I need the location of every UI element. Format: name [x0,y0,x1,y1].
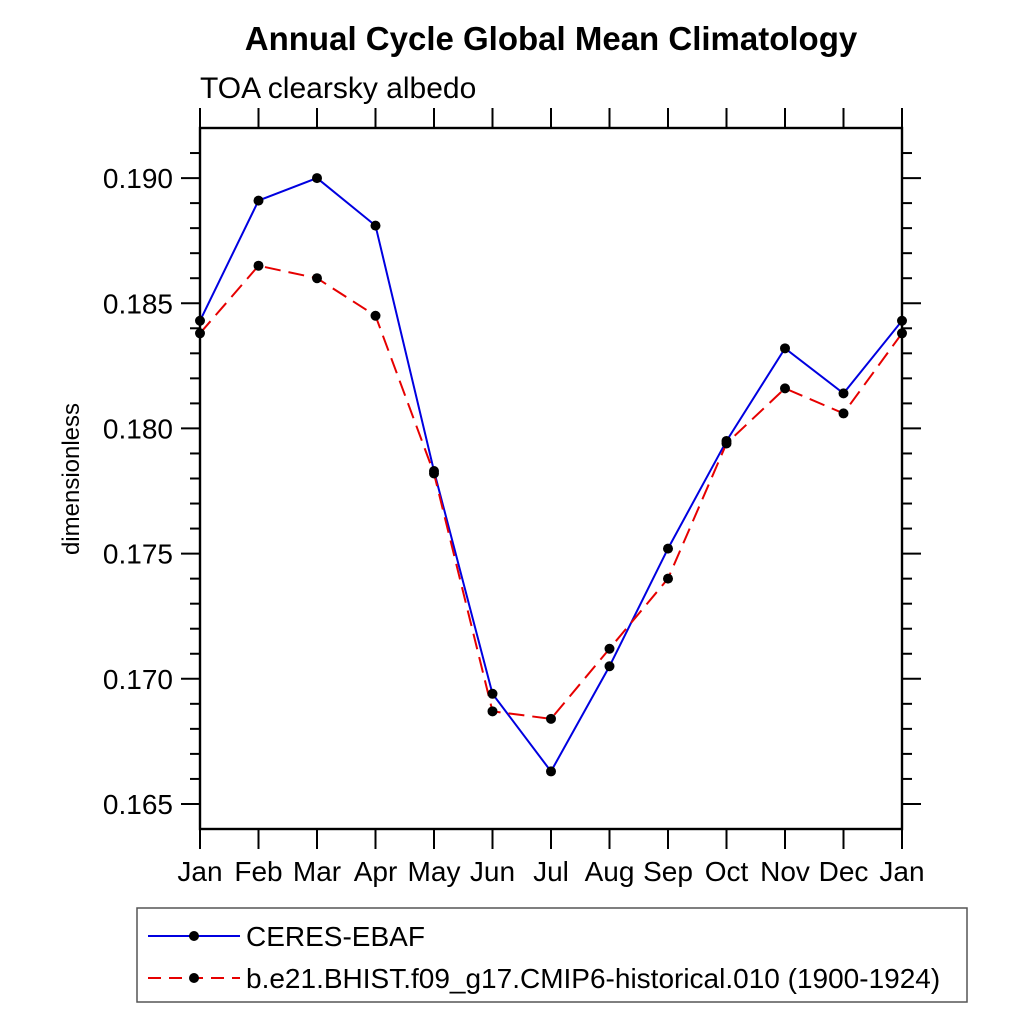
x-tick-label: Jun [470,856,515,887]
data-point-marker [780,343,790,354]
data-point-marker [546,713,556,724]
x-tick-label: Jan [177,856,222,887]
x-tick-label: Feb [234,856,282,887]
legend-label: CERES-EBAF [246,921,425,952]
x-tick-label: Oct [705,856,749,887]
data-point-marker [780,383,790,394]
x-tick-label: Nov [760,856,810,887]
data-point-marker [253,195,264,206]
y-tick-label: 0.175 [103,539,173,570]
legend-box [136,907,968,1003]
data-point-marker [487,688,498,699]
x-tick-label: Mar [293,856,341,887]
y-tick-label: 0.170 [103,664,173,695]
data-point-marker [195,328,205,339]
data-point-marker [663,543,673,554]
x-tick-label: May [408,856,461,887]
data-point-marker [546,766,556,777]
data-point-marker [721,438,732,449]
chart-subtitle: TOA clearsky albedo [200,72,477,105]
legend-label: b.e21.BHIST.f09_g17.CMIP6-historical.010… [246,963,940,994]
data-point-marker [312,173,322,184]
series-line-ceres-ebaf [199,176,903,774]
data-point-marker [897,315,907,326]
data-point-marker [195,315,205,326]
data-point-marker [663,573,673,584]
x-tick-label: Aug [585,856,635,887]
y-tick-label: 0.185 [103,288,173,319]
data-point-marker [897,328,907,339]
legend-marker [189,931,199,941]
x-tick-label: Jan [879,856,924,887]
data-point-marker [253,260,264,271]
y-tick-label: 0.165 [103,789,173,820]
data-point-marker [604,643,615,654]
x-tick-label: Sep [643,856,693,887]
data-point-marker [370,310,381,321]
data-point-marker [370,220,381,231]
x-tick-label: Jul [533,856,569,887]
plot-frame [198,126,904,831]
data-point-marker [429,468,439,479]
data-point-marker [838,408,849,419]
data-point-marker [838,388,849,399]
data-point-marker [312,273,322,284]
y-tick-label: 0.190 [103,163,173,194]
x-tick-label: Apr [354,856,398,887]
data-point-marker [487,706,498,717]
x-tick-label: Dec [819,856,869,887]
legend-marker [189,973,199,983]
chart-title: Annual Cycle Global Mean Climatology [244,20,858,57]
y-tick-label: 0.180 [103,413,173,444]
data-point-marker [604,661,615,672]
series-line-b-e21-bhist-f09-g17-cmip [199,264,903,720]
